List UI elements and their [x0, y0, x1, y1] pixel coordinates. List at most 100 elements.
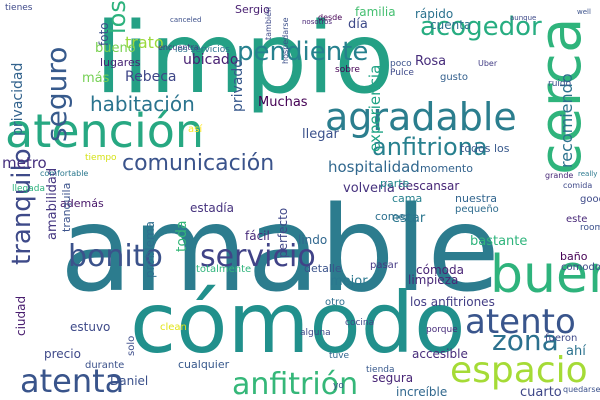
word-descansar: descansar	[398, 179, 459, 193]
word-muchas: Muchas	[258, 95, 308, 110]
word-espacio: espacio	[450, 350, 588, 391]
word-pendiente: pendiente	[237, 37, 368, 67]
word-metro: metro	[2, 154, 47, 172]
word-acogedor: acogedor	[420, 12, 542, 42]
word-cuenta: cuenta	[430, 18, 471, 32]
word-mejor: mejor	[330, 274, 368, 289]
word-rebeca: Rebeca	[125, 69, 177, 85]
word-rapido: rápido	[415, 7, 453, 21]
word-grande: grande	[545, 171, 573, 180]
word-rosa: Rosa	[415, 54, 446, 69]
word-bano: baño	[560, 250, 588, 263]
word-tienes: tienes	[5, 3, 33, 13]
word-momento: momento	[420, 162, 473, 175]
word-los-anfitriones: los anfitriones	[410, 295, 495, 309]
word-mas: más	[82, 71, 110, 86]
word-encuentra: encuentra	[158, 43, 199, 52]
word-alguna: alguna	[300, 328, 331, 338]
word-ubicado: ubicado	[183, 52, 238, 68]
word-foto: foto	[97, 22, 111, 46]
word-tuve: tuve	[329, 351, 350, 361]
word-anfitriona: anfitriona	[372, 133, 488, 161]
word-nosotros: nosotros	[302, 18, 332, 26]
word-estar: estar	[392, 211, 426, 226]
word-nuestra: nuestra	[455, 192, 497, 205]
word-toda: toda	[174, 220, 190, 252]
word-tiempo: tiempo	[85, 153, 117, 163]
word-ruido: ruido	[548, 79, 572, 89]
word-llegar: llegar	[302, 127, 339, 142]
word-cerca: cerca	[526, 17, 594, 175]
word-problema: problema	[143, 221, 157, 278]
word-bueno: bueno	[95, 41, 136, 56]
word-todos-los: todos los	[460, 142, 510, 155]
word-recomiendo: recomiendo	[557, 73, 576, 168]
word-asi: así	[188, 123, 203, 135]
word-cocina: cocina	[345, 318, 374, 328]
word-trato: trato	[125, 33, 164, 52]
word-poco: poco	[390, 59, 412, 69]
word-otro: otro	[325, 297, 345, 308]
word-pulce: Pulce	[390, 68, 414, 78]
word-los-servicios: los servicios	[175, 45, 230, 55]
word-lindo: lindo	[298, 233, 327, 247]
word-daniel: Daniel	[110, 374, 148, 388]
word-los: los	[103, 0, 131, 34]
word-yo: yo	[333, 381, 344, 391]
word-uber: Uber	[478, 59, 498, 68]
word-precio: precio	[44, 347, 81, 361]
word-fueron: fueron	[545, 333, 577, 344]
word-atenta: atenta	[20, 362, 124, 400]
word-cama: cama	[392, 192, 422, 205]
word-habitacion: habitación	[90, 92, 195, 116]
word-detalle: detalle	[304, 262, 342, 275]
word-cualquier: cualquier	[178, 358, 230, 371]
word-comida: comida	[563, 181, 592, 190]
word-pasar: pasar	[370, 260, 399, 271]
word-comunicacion: comunicación	[122, 151, 274, 176]
word-facil: fácil	[245, 229, 270, 243]
word-tranquilo: tranquilo	[7, 148, 37, 265]
word-atencion: atención	[5, 104, 204, 158]
word-anfitrion: anfitrión	[232, 367, 358, 400]
word-volveria: volvería	[343, 181, 395, 196]
word-increible: increíble	[396, 385, 447, 399]
word-porque: porque	[426, 325, 458, 335]
word-pequeno: pequeño	[455, 204, 499, 215]
word-segura: segura	[372, 371, 413, 385]
word-quedarse: quedarse	[563, 385, 600, 394]
word-sobre: sobre	[335, 65, 360, 75]
word-amabilidad: amabilidad	[45, 168, 60, 240]
word-comfortable: comfortable	[40, 169, 88, 178]
word-este: este	[566, 214, 587, 225]
word-comoda: cómoda	[416, 263, 464, 277]
word-estadia: estadía	[190, 201, 234, 215]
word-really: really	[578, 170, 597, 178]
word-estuvo: estuvo	[70, 320, 110, 334]
word-ciudad: ciudad	[14, 296, 28, 336]
word-tranquila: tranquila	[60, 183, 73, 232]
word-room: room	[580, 223, 600, 233]
word-seguro: seguro	[40, 47, 73, 142]
word-totalmente: totalmente	[196, 264, 251, 275]
word-hospedarse: hospedarse	[281, 17, 290, 64]
word-zona: zona	[492, 324, 559, 357]
word-perfecto: perfecto	[276, 208, 290, 258]
word-bastante: bastante	[470, 234, 527, 249]
word-cuarto: cuarto	[520, 385, 562, 400]
word-parte: parte	[380, 177, 410, 190]
word-llegada: llegada	[12, 184, 45, 194]
word-dia: día	[348, 17, 368, 32]
word-desde: desde	[318, 13, 342, 22]
word-aunque: aunque	[510, 14, 536, 22]
word-durante: durante	[85, 360, 124, 371]
word-lugares: lugares	[100, 56, 141, 69]
word-bonito: bonito	[68, 239, 163, 274]
word-limpieza: limpieza	[408, 273, 458, 287]
word-comodo: cómodo	[130, 274, 466, 372]
word-accesible: accesible	[412, 347, 468, 361]
word-tambien: también	[263, 7, 273, 40]
word-ademas: además	[60, 197, 104, 210]
